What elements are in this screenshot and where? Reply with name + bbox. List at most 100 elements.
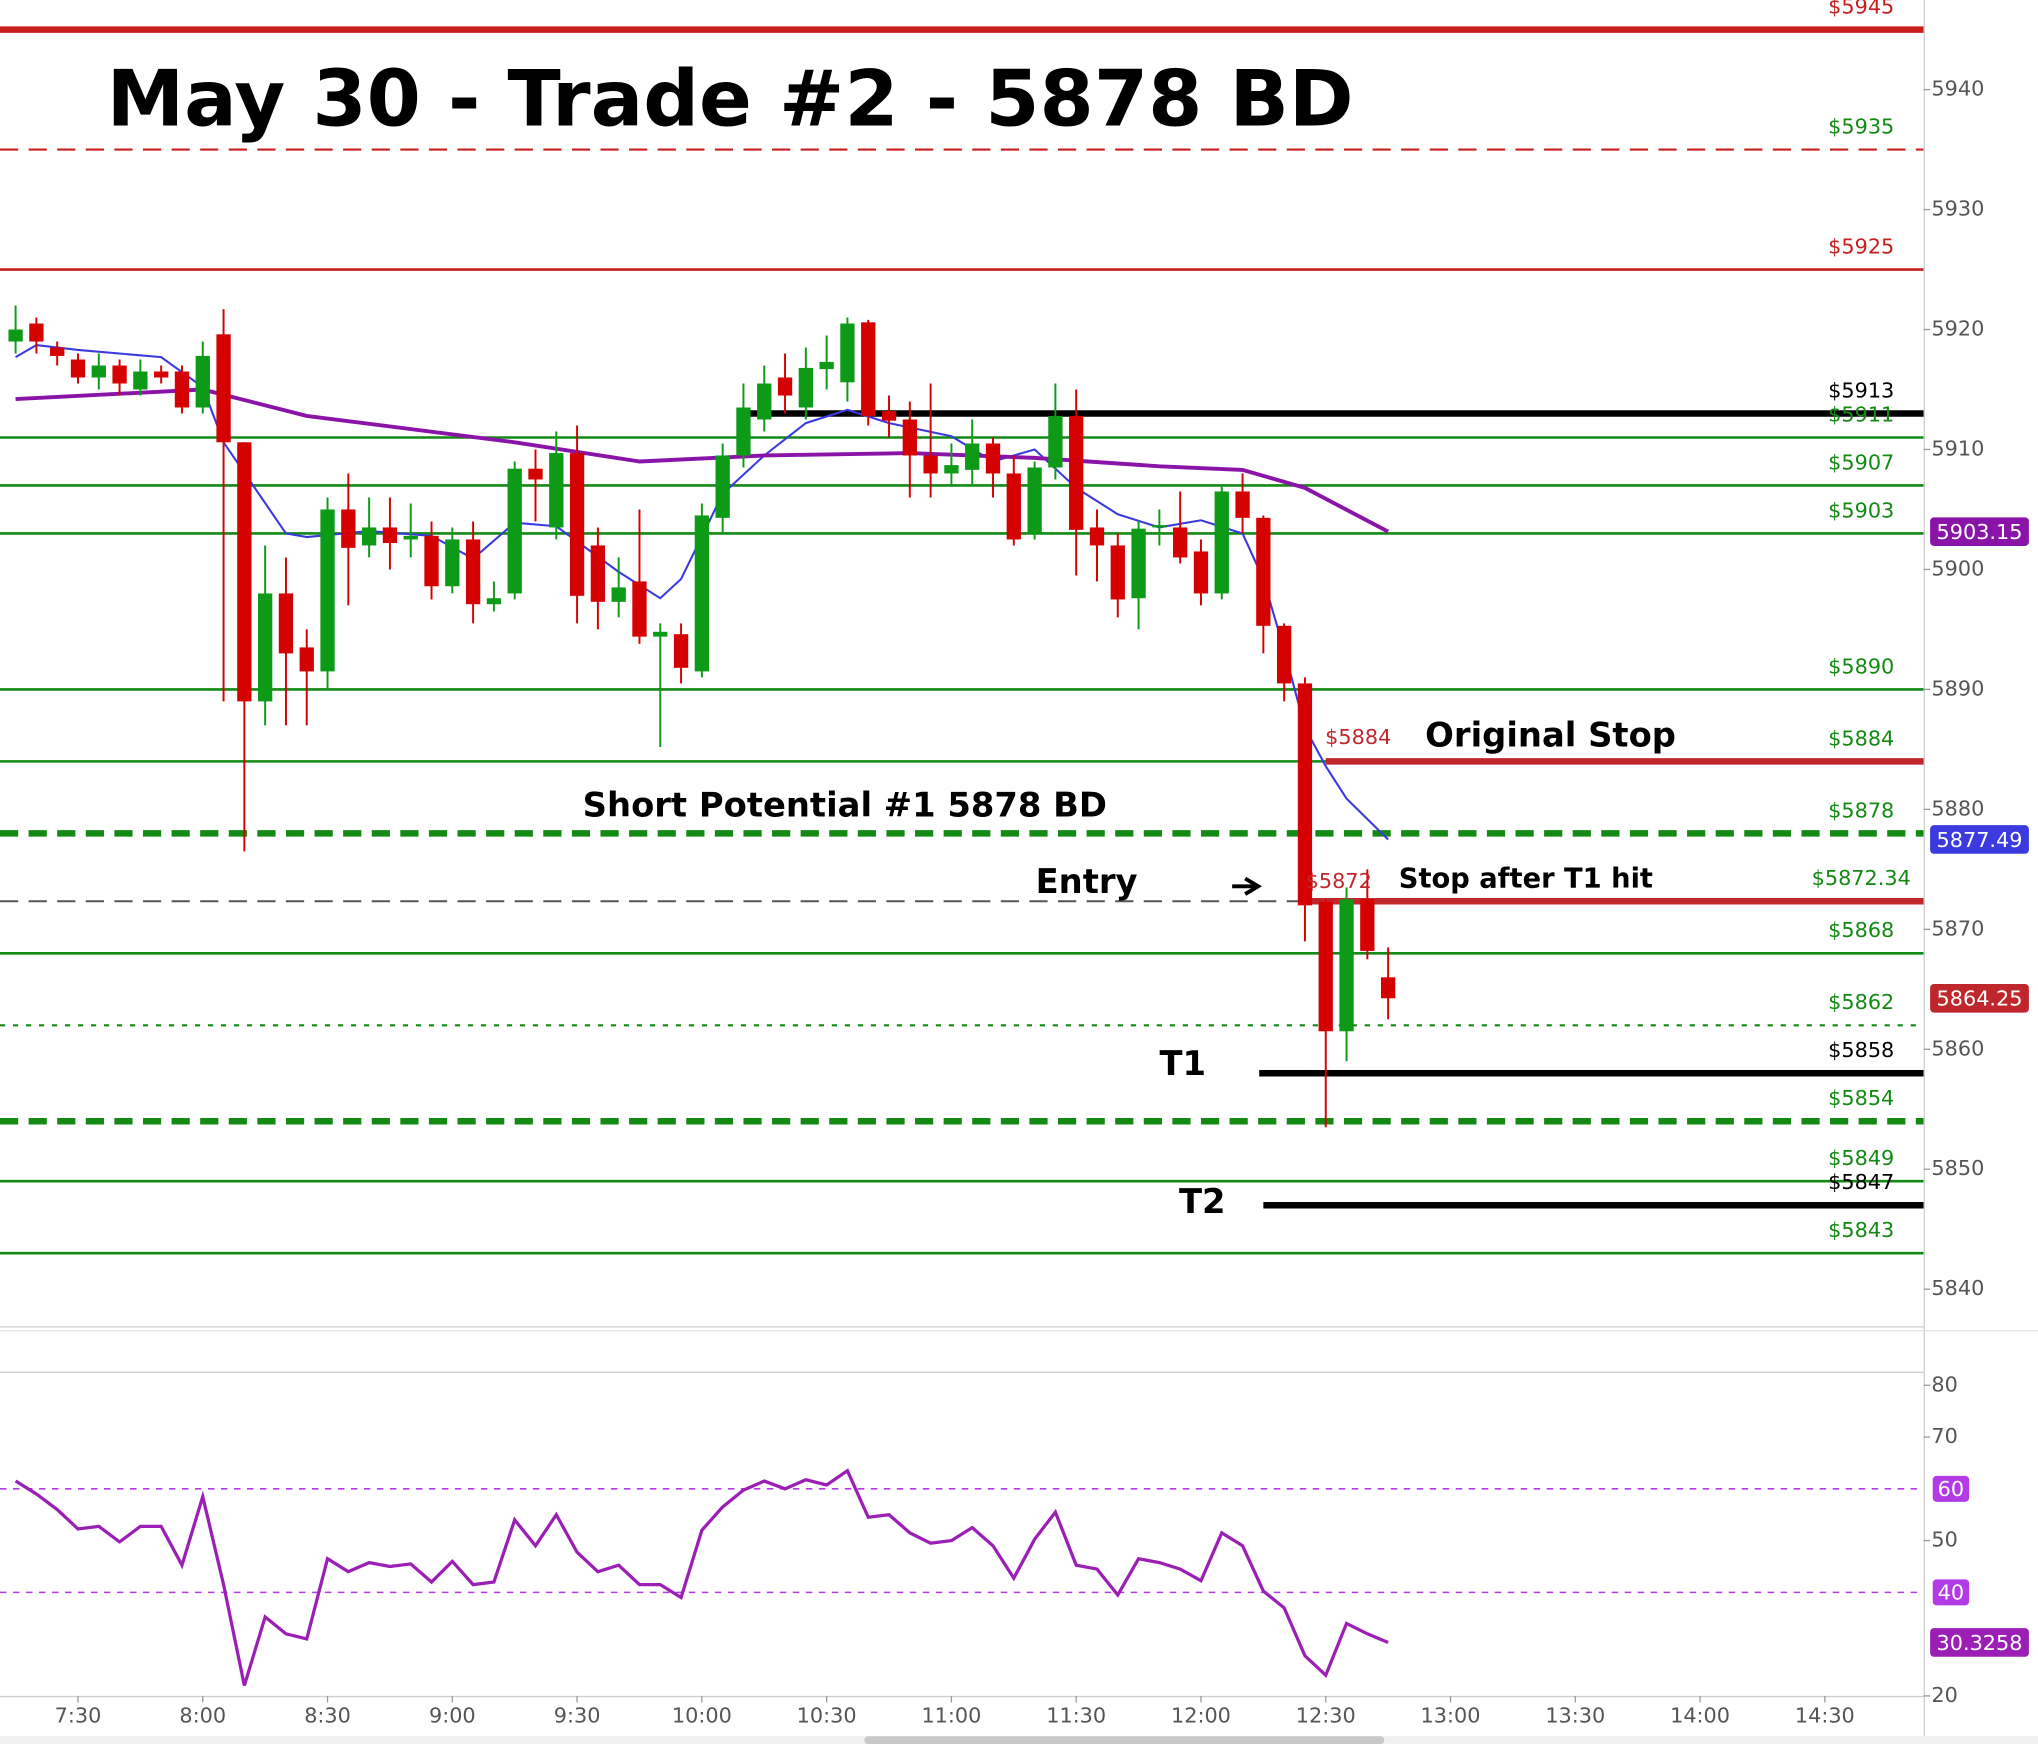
candle-body [507,468,522,594]
x-tick-label: 9:30 [554,1704,601,1728]
level-label: $5854 [1828,1086,1894,1110]
candle-body [403,535,418,540]
rsi-level-badge-bg [1932,1475,1970,1502]
candle-body [465,539,481,605]
candle-body [653,631,668,637]
candle-body [320,509,335,672]
overlay: May 30 - Trade #2 - 5878 BD $5945 $5935 $5… [55,0,2029,1728]
candle-body [1235,491,1250,518]
level-label: $5862 [1828,990,1894,1014]
x-tick-label: 7:30 [55,1704,102,1728]
candle-body [611,587,626,602]
candle-body [70,359,86,378]
level-label: $5935 [1828,114,1894,138]
level-label: $5843 [1828,1218,1894,1242]
candle-body [798,367,813,408]
level-label: $5884 [1828,726,1894,750]
price-marker-label: $5872 [1306,869,1372,893]
y-tick-label: 5890 [1931,676,1984,700]
x-tick-label: 13:30 [1545,1704,1605,1728]
candle-body [1214,491,1229,594]
chart-title: May 30 - Trade #2 - 5878 BD [107,54,1354,144]
rsi-y-tick-label: 80 [1931,1372,1957,1396]
level-label: $5911 [1828,402,1894,426]
x-tick-label: 9:00 [429,1704,476,1728]
y-tick-label: 5870 [1931,916,1984,940]
candle-body [445,539,460,587]
candle-body [112,365,127,384]
rsi-line [14,1468,1389,1687]
y-tick-label: 5910 [1931,436,1984,460]
candle-body [985,443,1001,474]
candle-body [1173,527,1188,558]
candle-body [237,442,252,702]
level-label: $5945 [1828,0,1894,19]
candle-body [1318,901,1333,1032]
candle-body [673,634,689,668]
rsi-y-tick-label: 20 [1931,1683,1957,1707]
level-label: $5913 [1828,378,1894,402]
y-tick-label: 5860 [1931,1036,1984,1060]
candle-body [1048,415,1063,468]
candle-body [694,515,710,672]
candle-body [174,371,190,408]
moving-average [15,387,1390,534]
candle-body [590,545,606,602]
ma-badge: 5903.15 [1937,520,2023,544]
candle-body [715,455,730,518]
x-tick-label: 12:00 [1171,1704,1231,1728]
candle-body [1339,899,1354,1032]
candle-body [133,371,148,390]
ma-badge-bg [1930,825,2029,854]
price-pane [0,26,1924,1255]
x-tick-label: 14:30 [1795,1704,1855,1728]
x-tick-label: 8:00 [179,1704,226,1728]
annotation: T2 [1179,1182,1226,1221]
candle-body [1027,467,1042,534]
candle-body [341,509,356,548]
annotation: Original Stop [1425,715,1676,754]
rsi-badge-bg [1930,1628,2029,1657]
candle-body [1256,517,1271,626]
candle-body [1110,545,1125,600]
candle-body [923,455,938,474]
candle-body [257,593,273,702]
candle-body [736,407,751,456]
level-label: $5907 [1828,450,1894,474]
annotation: Short Potential #1 5878 BD [583,786,1107,825]
annotation: Entry [1036,862,1138,901]
rsi-badge: 30.3258 [1937,1631,2023,1655]
candle-body [382,527,398,544]
level-label: $5925 [1828,234,1894,258]
last-price-badge-bg [1930,984,2029,1013]
x-tick-label: 11:30 [1046,1704,1106,1728]
y-tick-label: 5840 [1931,1276,1984,1300]
entry-arrow [1232,876,1262,896]
last-price-badge: 5864.25 [1937,987,2023,1011]
candle-body [549,453,564,528]
candle-body [278,593,294,654]
x-tick-label: 10:30 [797,1704,857,1728]
candle-body [902,419,917,456]
candle-body [777,377,793,396]
candle-body [1380,977,1396,999]
candle-body [195,355,210,408]
candle-body [216,334,231,443]
candle-body [424,535,439,587]
candle-body [50,347,65,356]
y-tick-label: 5880 [1931,796,1984,820]
x-tick-label: 10:00 [672,1704,732,1728]
scrollbar-thumb[interactable] [864,1736,1385,1744]
candle-body [1193,551,1209,594]
candle-body [1297,683,1313,906]
candle-body [486,598,502,605]
y-tick-label: 5850 [1931,1156,1984,1180]
candle-body [819,361,834,370]
candle-body [861,322,876,416]
candle-body [8,329,23,342]
candle-body [528,468,543,480]
y-tick-label: 5920 [1931,317,1984,341]
candle-body [757,383,772,420]
candle-body [154,371,169,378]
